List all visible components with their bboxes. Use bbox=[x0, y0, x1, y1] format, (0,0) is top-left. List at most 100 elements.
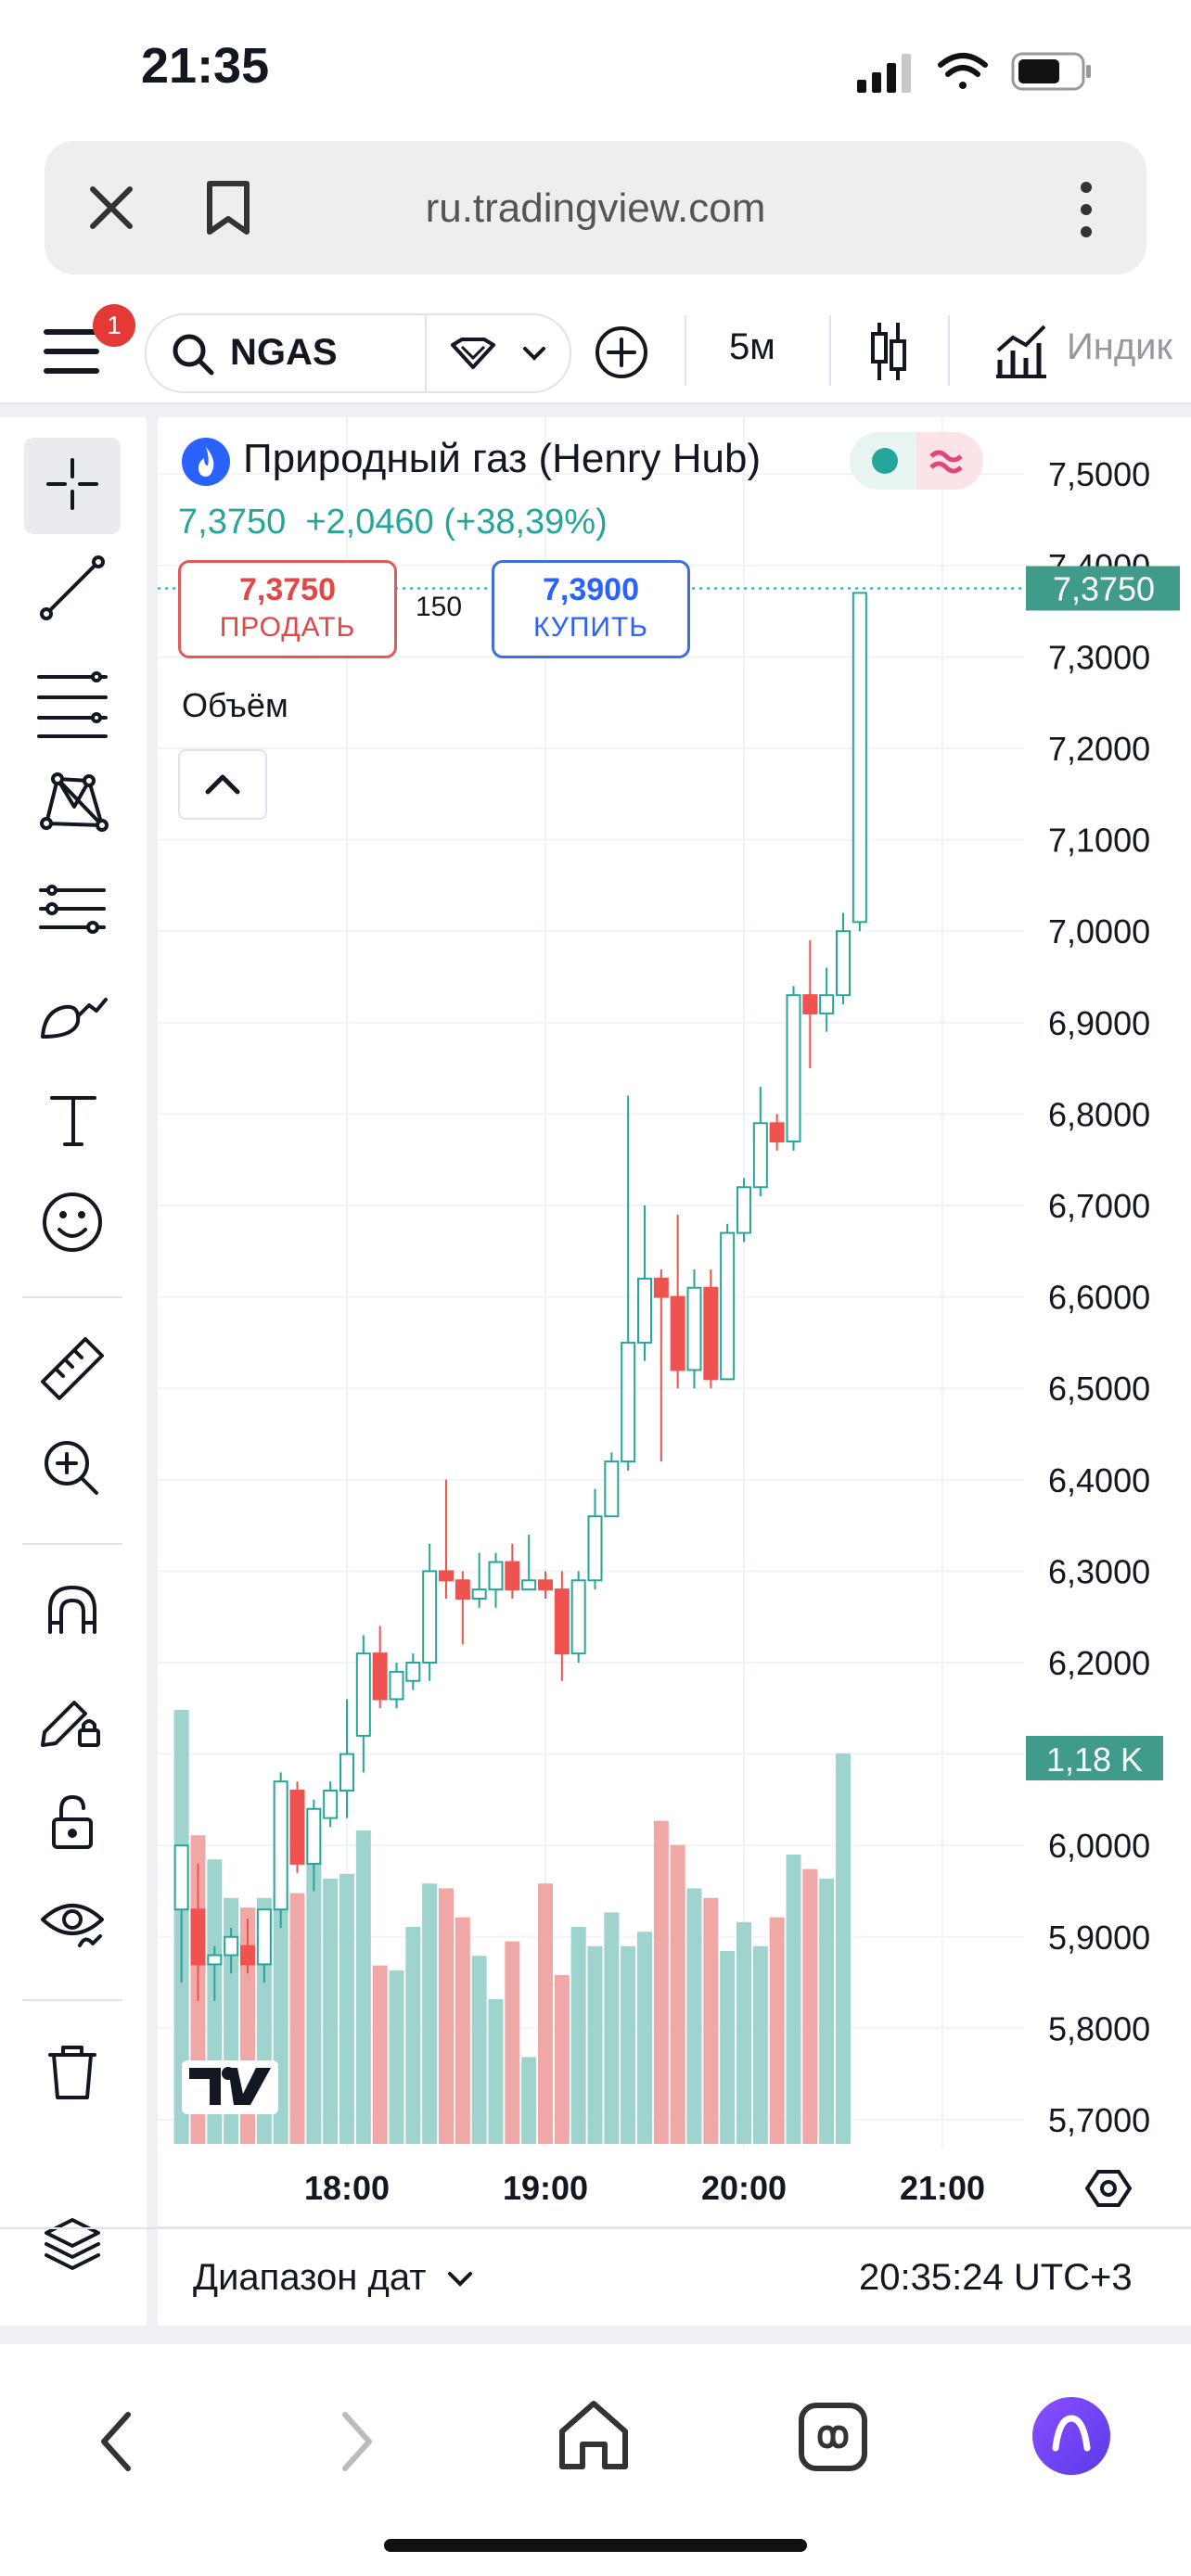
trash-icon[interactable] bbox=[48, 2046, 96, 2099]
chart-clock[interactable]: 20:35:24 UTC+3 bbox=[859, 2257, 1133, 2298]
eye-icon[interactable] bbox=[41, 1904, 104, 1947]
candle-body bbox=[653, 1277, 669, 1298]
ruler-icon[interactable] bbox=[41, 1337, 104, 1400]
chevron-down-icon bbox=[447, 2272, 472, 2288]
magnet-icon[interactable] bbox=[48, 1586, 96, 1634]
y-tick-label: 6,0000 bbox=[1048, 1827, 1150, 1865]
date-range-label: Диапазон дат bbox=[193, 2257, 427, 2298]
volume-bar bbox=[570, 1927, 586, 2144]
candle-body bbox=[455, 1579, 470, 1600]
close-icon[interactable] bbox=[83, 180, 139, 236]
volume-bar bbox=[455, 1917, 470, 2144]
wifi-icon bbox=[938, 53, 988, 89]
candles-icon[interactable] bbox=[868, 321, 909, 382]
indicators-icon[interactable] bbox=[992, 323, 1050, 380]
browser-nav-bar bbox=[0, 2344, 1191, 2576]
toolbar-divider bbox=[948, 315, 950, 386]
buy-button[interactable]: 7,3900 КУПИТЬ bbox=[492, 560, 690, 658]
collapse-legend-button[interactable] bbox=[178, 749, 267, 820]
pattern-icon[interactable] bbox=[40, 772, 109, 832]
search-icon bbox=[173, 334, 214, 376]
volume-bar bbox=[703, 1897, 719, 2144]
candle-body bbox=[752, 1122, 768, 1189]
forecast-icon[interactable] bbox=[39, 885, 106, 934]
panel-divider bbox=[22, 1999, 122, 2001]
zoom-in-icon[interactable] bbox=[45, 1441, 98, 1495]
date-range-button[interactable]: Диапазон дат bbox=[193, 2257, 474, 2299]
candle-body bbox=[224, 1935, 239, 1957]
y-tick-label: 6,5000 bbox=[1048, 1370, 1150, 1408]
alice-icon[interactable] bbox=[1031, 2396, 1111, 2476]
volume-bar bbox=[521, 2057, 537, 2144]
volume-bar bbox=[471, 1956, 487, 2144]
sell-button[interactable]: 7,3750 ПРОДАТЬ bbox=[178, 560, 397, 658]
candle-body bbox=[769, 1122, 785, 1142]
drawing-tools bbox=[22, 458, 122, 2270]
y-tick-label: 7,1000 bbox=[1048, 822, 1150, 860]
price-axis bbox=[1024, 417, 1191, 2149]
candle-body bbox=[355, 1652, 371, 1737]
candle-body bbox=[670, 1295, 685, 1371]
settings-icon[interactable] bbox=[1084, 2170, 1133, 2207]
layers-icon[interactable] bbox=[45, 2218, 100, 2270]
panel-divider bbox=[22, 1543, 122, 1545]
lock-pencil-icon[interactable] bbox=[41, 1701, 100, 1747]
more-vert-icon[interactable] bbox=[1072, 178, 1100, 241]
symbol-title[interactable]: Природный газ (Henry Hub) bbox=[243, 436, 762, 481]
volume-indicator-label[interactable]: Объём bbox=[182, 686, 288, 724]
panel-divider bbox=[22, 1296, 122, 1298]
y-tick-label: 6,6000 bbox=[1048, 1279, 1150, 1317]
indicators-button[interactable]: Индик bbox=[1067, 326, 1173, 367]
candle-body bbox=[802, 994, 818, 1014]
smiley-icon[interactable] bbox=[43, 1192, 102, 1252]
fib-icon[interactable] bbox=[37, 671, 108, 738]
home-icon[interactable] bbox=[555, 2396, 633, 2474]
volume-bar bbox=[686, 1888, 702, 2144]
back-icon[interactable] bbox=[93, 2409, 139, 2474]
volume-bar bbox=[554, 1975, 570, 2144]
candle-body bbox=[240, 1945, 255, 1966]
interval-button[interactable]: 5м bbox=[729, 326, 775, 367]
chevron-down-icon bbox=[523, 347, 545, 361]
candle-body bbox=[405, 1662, 421, 1682]
forward-icon[interactable] bbox=[334, 2409, 380, 2474]
candle-body bbox=[422, 1570, 438, 1664]
candle-body bbox=[488, 1561, 504, 1591]
tabs-icon[interactable] bbox=[798, 2402, 868, 2472]
candle-body bbox=[621, 1341, 636, 1463]
candle-body bbox=[604, 1460, 620, 1518]
text-icon[interactable] bbox=[50, 1096, 96, 1146]
plus-circle-icon[interactable] bbox=[594, 325, 649, 380]
crown-icon[interactable] bbox=[449, 336, 551, 373]
y-tick-label: 6,8000 bbox=[1048, 1095, 1150, 1133]
crosshair-icon[interactable] bbox=[46, 458, 98, 510]
volume-bar bbox=[786, 1855, 801, 2144]
volume-bar bbox=[439, 1888, 454, 2144]
bookmark-icon[interactable] bbox=[202, 178, 254, 237]
y-tick-label: 5,9000 bbox=[1048, 1919, 1150, 1957]
x-tick-label: 21:00 bbox=[900, 2169, 985, 2207]
lock-icon[interactable] bbox=[52, 1795, 93, 1849]
volume-bar bbox=[488, 1999, 504, 2144]
signal-icon bbox=[857, 54, 911, 93]
candle-body bbox=[339, 1753, 354, 1792]
trend-line-icon[interactable] bbox=[40, 555, 105, 620]
brush-icon[interactable] bbox=[41, 998, 108, 1039]
volume-bar bbox=[604, 1912, 620, 2144]
status-time: 21:35 bbox=[141, 38, 270, 94]
url-field[interactable]: ru.tradingview.com bbox=[425, 185, 766, 231]
candle-body bbox=[306, 1807, 322, 1865]
candle-body bbox=[836, 930, 851, 997]
symbol-search[interactable]: NGAS bbox=[145, 313, 571, 393]
y-tick-label: 6,4000 bbox=[1048, 1461, 1150, 1499]
buy-label: КУПИТЬ bbox=[532, 612, 648, 643]
candle-body bbox=[637, 1277, 652, 1344]
menu-icon[interactable] bbox=[43, 326, 100, 376]
candle-body bbox=[852, 592, 867, 924]
spread-value: 150 bbox=[416, 592, 463, 622]
volume-bar bbox=[720, 1951, 736, 2144]
change-abs: +2,0460 bbox=[305, 503, 434, 542]
market-status-pill[interactable] bbox=[850, 432, 983, 490]
price-chart[interactable]: 7,50007,40007,30007,20007,10007,00006,90… bbox=[0, 0, 1191, 2235]
battery-icon bbox=[1011, 52, 1091, 91]
